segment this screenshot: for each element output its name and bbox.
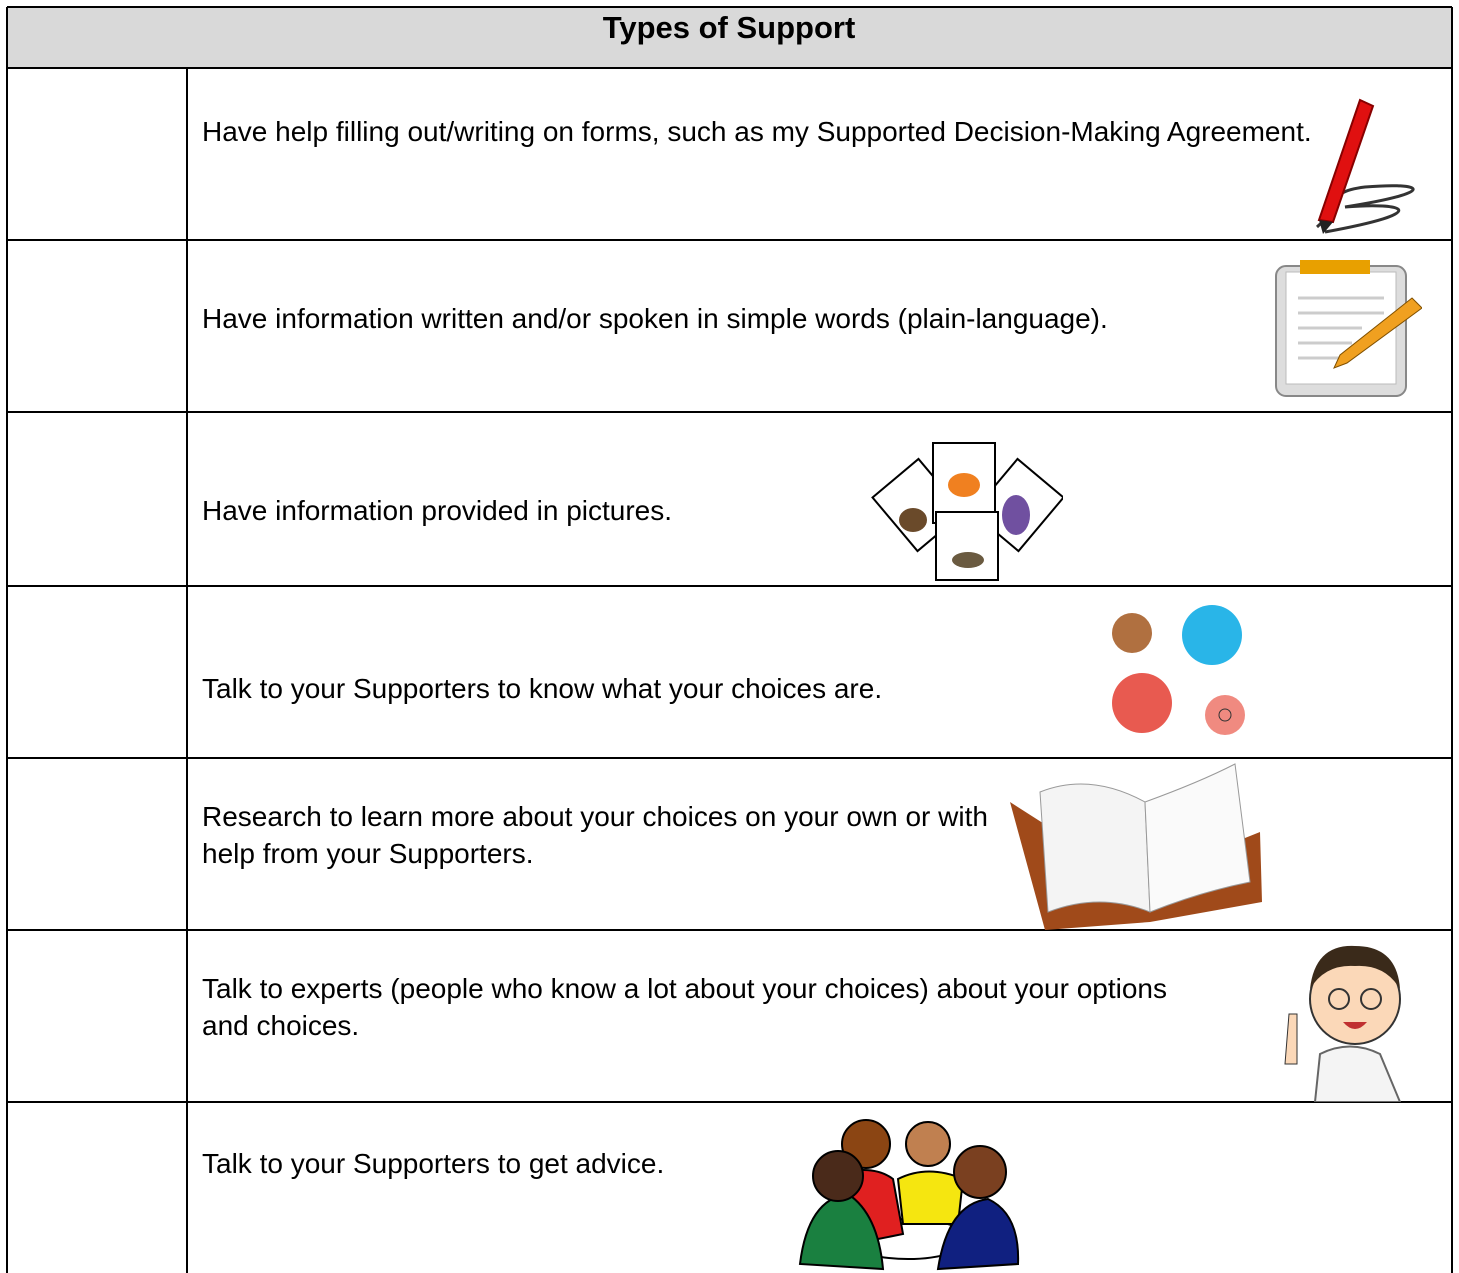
support-text: Have information written and/or spoken i… [202, 303, 1108, 334]
support-text: Have help filling out/writing on forms, … [202, 116, 1312, 147]
support-text: Research to learn more about your choice… [202, 801, 988, 869]
support-text: Have information provided in pictures. [202, 495, 673, 526]
picture-cards-icon [871, 442, 1063, 581]
support-text: Talk to your Supporters to know what you… [202, 673, 883, 704]
support-text: Talk to your Supporters to get advice. [202, 1148, 665, 1179]
book-icon [1010, 763, 1262, 930]
doctor-icon [1284, 945, 1402, 1102]
notepad-icon [1275, 260, 1422, 397]
group-icon [798, 1119, 1020, 1271]
pen-icon [1316, 98, 1415, 234]
conversation-icon [1112, 605, 1245, 735]
table-title: Types of Support [602, 10, 856, 45]
support-text: Talk to experts (people who know a lot a… [202, 973, 1168, 1041]
